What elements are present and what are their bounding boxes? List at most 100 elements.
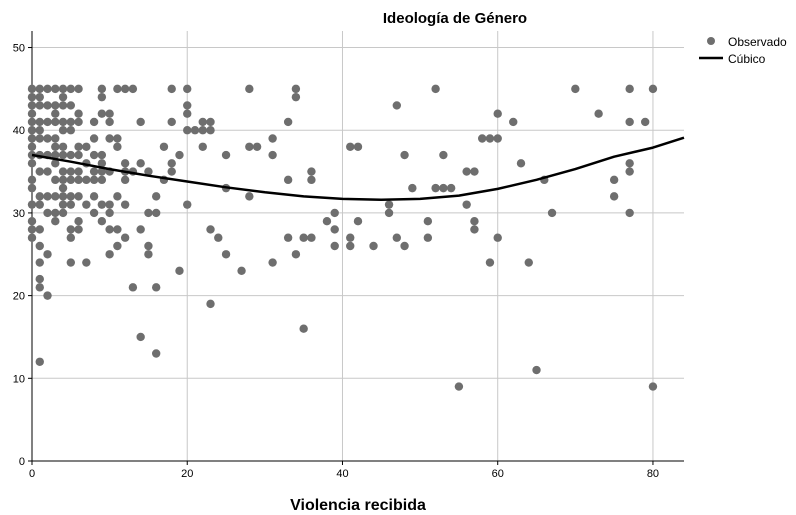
data-point (82, 258, 91, 267)
data-point (51, 134, 60, 143)
grid-lines (32, 31, 684, 461)
data-point (97, 109, 107, 118)
y-tick-label: 20 (13, 291, 25, 303)
data-point (609, 175, 619, 185)
legend-observed-label: Observado (728, 35, 787, 49)
data-point (51, 84, 60, 94)
data-point (27, 117, 37, 127)
data-point (198, 142, 207, 151)
data-point (51, 117, 60, 127)
data-point (35, 192, 44, 201)
data-point (431, 84, 440, 94)
data-point (640, 117, 650, 127)
data-point (175, 150, 184, 160)
data-point (353, 216, 363, 226)
data-point (144, 167, 153, 176)
data-point (82, 175, 91, 185)
data-point (532, 365, 541, 375)
data-point (252, 142, 262, 151)
data-point (299, 324, 308, 333)
data-point (58, 150, 68, 160)
data-point (27, 183, 37, 193)
data-point (66, 175, 76, 185)
data-point (423, 216, 433, 226)
data-point (307, 233, 316, 242)
data-point (43, 101, 52, 110)
x-tick-label: 0 (29, 468, 35, 480)
data-point (454, 382, 464, 391)
data-point (66, 84, 76, 94)
data-point (74, 142, 83, 151)
data-point (97, 92, 107, 102)
data-point (167, 167, 176, 176)
data-point (66, 192, 76, 201)
data-point (74, 216, 83, 226)
data-point (35, 200, 44, 209)
data-point (648, 84, 658, 94)
data-point (509, 117, 518, 127)
data-point (524, 258, 533, 267)
x-tick-label: 60 (492, 468, 504, 480)
data-point (58, 92, 68, 102)
data-point (206, 126, 215, 135)
data-point (151, 349, 161, 358)
data-point (485, 258, 495, 267)
data-point (66, 200, 76, 209)
data-point (547, 208, 557, 218)
data-point (594, 109, 603, 118)
data-point (237, 266, 246, 276)
data-point (346, 233, 355, 242)
data-point (307, 167, 316, 176)
data-point (322, 216, 332, 226)
data-point (625, 84, 634, 94)
data-point (183, 101, 192, 110)
data-point (105, 117, 114, 127)
data-point (167, 117, 176, 127)
data-point (113, 241, 122, 251)
data-point (35, 167, 44, 176)
data-point (58, 101, 68, 110)
data-point (477, 134, 487, 143)
data-point (167, 84, 176, 94)
data-point (625, 117, 634, 127)
data-point (89, 192, 99, 201)
data-point (35, 225, 44, 234)
legend: Observado Cúbico (699, 35, 787, 66)
data-point (97, 159, 107, 168)
data-point (66, 117, 76, 127)
data-point (221, 150, 231, 160)
data-point (105, 200, 114, 209)
data-point (245, 84, 254, 94)
data-point (105, 109, 114, 118)
data-point (35, 126, 44, 135)
data-point (400, 150, 409, 160)
data-point (400, 241, 409, 251)
chart-title: Ideología de Género (383, 10, 527, 27)
data-point (35, 283, 44, 292)
x-tick-label: 20 (181, 468, 193, 480)
data-point (283, 117, 293, 127)
data-point (27, 126, 37, 135)
data-point (58, 192, 68, 201)
data-point (74, 175, 83, 185)
data-point (299, 233, 308, 242)
data-point (43, 208, 52, 218)
y-tick-label: 30 (13, 208, 25, 220)
data-point (283, 233, 293, 242)
data-point (43, 117, 52, 127)
data-point (175, 266, 184, 276)
data-point (221, 250, 231, 259)
data-point (144, 208, 153, 218)
data-point (66, 167, 76, 176)
data-point (206, 117, 215, 127)
data-point (35, 134, 44, 143)
data-point (183, 200, 192, 209)
data-point (485, 134, 495, 143)
data-point (167, 159, 176, 168)
data-point (151, 283, 161, 292)
data-point (27, 134, 37, 143)
data-point (346, 142, 355, 151)
observed-points (27, 84, 658, 391)
data-point (431, 183, 440, 193)
data-point (27, 216, 37, 226)
